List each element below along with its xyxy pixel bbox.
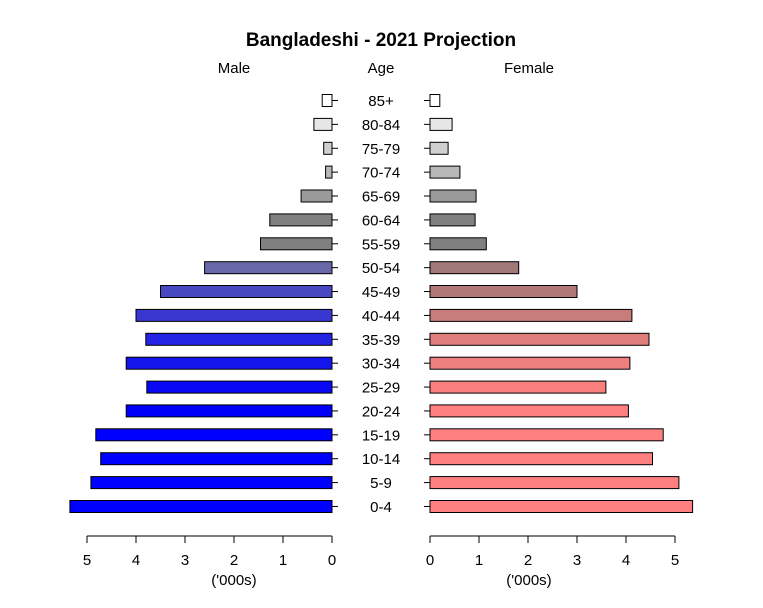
female-tick-label: 2 xyxy=(524,552,532,569)
male-header: Male xyxy=(218,60,251,77)
female-bar-35-39 xyxy=(429,332,650,346)
male-x-axis: 5 4 3 2 1 0 xyxy=(83,535,336,569)
female-tick-label: 5 xyxy=(671,552,679,569)
age-label: 25-29 xyxy=(362,380,400,397)
male-bar-85+ xyxy=(321,94,333,107)
male-tick-label: 5 xyxy=(83,552,91,569)
female-bars xyxy=(429,94,694,513)
female-bar-55-59 xyxy=(429,237,487,251)
female-bar-85+ xyxy=(429,94,441,107)
age-label: 10-14 xyxy=(362,451,400,468)
male-bar-0-4 xyxy=(69,500,333,513)
male-bar-70-74 xyxy=(325,165,333,179)
female-bar-10-14 xyxy=(429,452,653,466)
female-header: Female xyxy=(504,60,554,77)
male-tick-label: 2 xyxy=(230,552,238,569)
female-bar-15-19 xyxy=(429,428,664,442)
female-bar-25-29 xyxy=(429,380,607,394)
age-label: 30-34 xyxy=(362,356,400,373)
female-bar-5-9 xyxy=(429,476,680,490)
male-tick-label: 1 xyxy=(279,552,287,569)
female-bar-60-64 xyxy=(429,213,476,227)
male-bar-65-69 xyxy=(300,189,333,203)
female-bar-20-24 xyxy=(429,404,629,418)
male-bar-10-14 xyxy=(100,452,333,466)
male-bar-55-59 xyxy=(260,237,333,251)
age-label: 55-59 xyxy=(362,236,400,253)
chart-title: Bangladeshi - 2021 Projection xyxy=(246,30,516,51)
age-label: 0-4 xyxy=(370,499,392,516)
male-bar-25-29 xyxy=(146,380,333,394)
male-bar-45-49 xyxy=(160,285,333,298)
male-tick-label: 3 xyxy=(181,552,189,569)
male-x-axis-label: ('000s) xyxy=(211,572,256,589)
age-label: 5-9 xyxy=(370,475,392,492)
female-bar-80-84 xyxy=(429,117,453,131)
female-bar-40-44 xyxy=(429,308,633,322)
age-label: 75-79 xyxy=(362,141,400,158)
male-bars xyxy=(69,94,333,513)
male-bar-40-44 xyxy=(135,308,333,322)
age-label: 20-24 xyxy=(362,403,400,420)
male-bar-75-79 xyxy=(323,141,333,155)
age-label: 60-64 xyxy=(362,212,400,229)
female-tick-label: 3 xyxy=(573,552,581,569)
male-bar-80-84 xyxy=(313,117,333,131)
female-tick-label: 0 xyxy=(426,552,434,569)
age-header: Age xyxy=(368,60,395,77)
female-bar-0-4 xyxy=(429,500,694,513)
male-bar-35-39 xyxy=(145,332,333,346)
male-bar-30-34 xyxy=(125,356,333,370)
age-label: 50-54 xyxy=(362,260,400,277)
age-label: 40-44 xyxy=(362,308,400,325)
female-tick-label: 1 xyxy=(475,552,483,569)
male-tick-label: 4 xyxy=(132,552,140,569)
male-bar-50-54 xyxy=(204,261,333,275)
female-x-axis: 0 1 2 3 4 5 xyxy=(426,535,679,569)
female-bar-70-74 xyxy=(429,165,461,179)
female-bar-75-79 xyxy=(429,141,449,155)
female-bar-65-69 xyxy=(429,189,477,203)
male-bar-5-9 xyxy=(90,476,333,490)
female-bar-50-54 xyxy=(429,261,520,275)
age-label: 70-74 xyxy=(362,165,400,182)
age-label: 35-39 xyxy=(362,332,400,349)
female-tick-label: 4 xyxy=(622,552,630,569)
age-label: 80-84 xyxy=(362,117,400,134)
female-bar-45-49 xyxy=(429,285,578,298)
age-labels: 85+ 80-84 75-79 70-74 65-69 60-64 55-59 50-54 45… xyxy=(332,93,430,516)
age-label: 85+ xyxy=(368,93,394,110)
age-label: 15-19 xyxy=(362,427,400,444)
male-bar-60-64 xyxy=(269,213,333,227)
age-label: 65-69 xyxy=(362,189,400,206)
male-bar-15-19 xyxy=(95,428,333,442)
female-x-axis-label: ('000s) xyxy=(506,572,551,589)
male-tick-label: 0 xyxy=(328,552,336,569)
male-bar-20-24 xyxy=(125,404,333,418)
age-label: 45-49 xyxy=(362,284,400,301)
female-bar-30-34 xyxy=(429,356,631,370)
